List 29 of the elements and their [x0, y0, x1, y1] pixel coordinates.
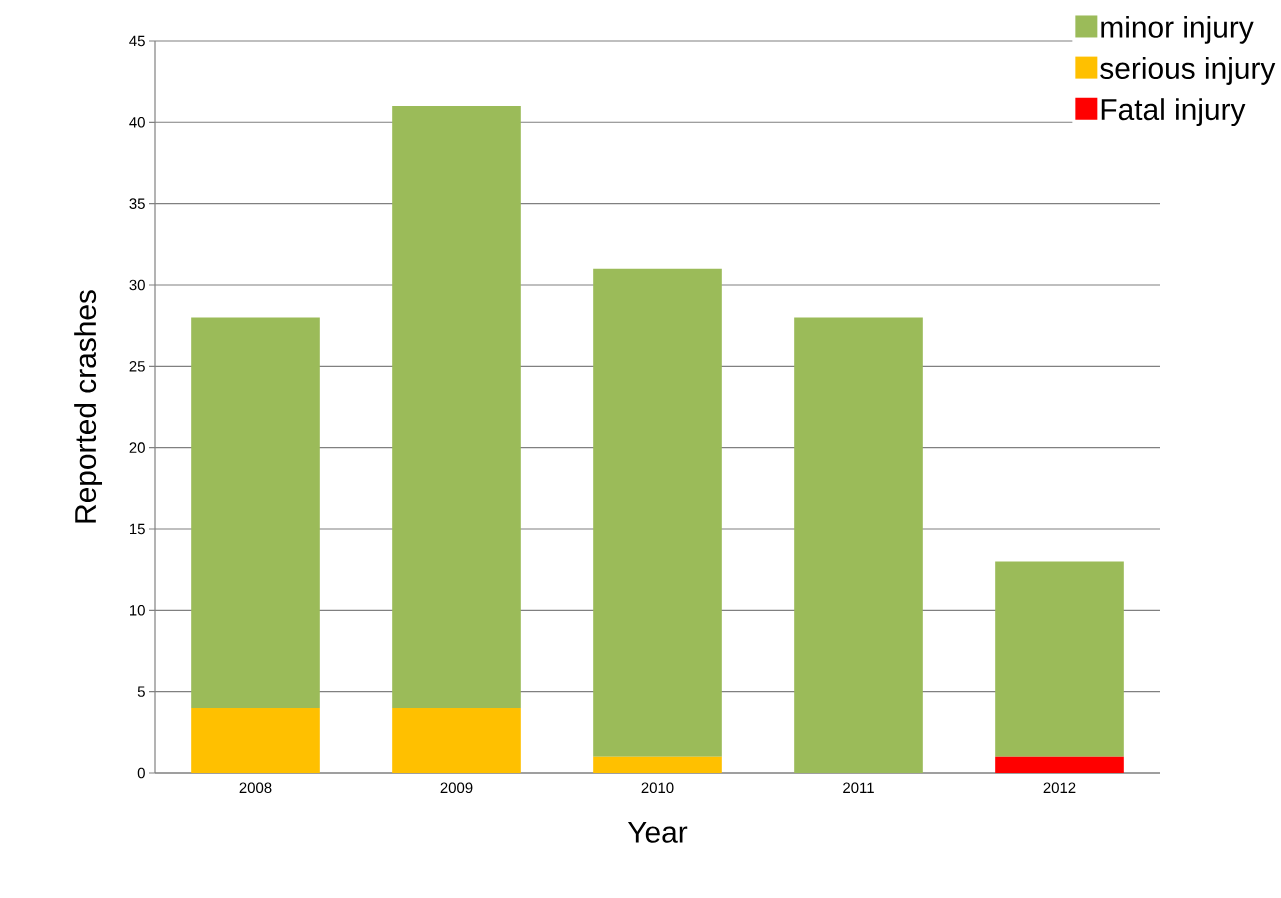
bar [392, 707, 521, 773]
y-tick-label: 20 [129, 442, 145, 453]
bar [392, 106, 521, 708]
y-tick-label: 40 [129, 117, 145, 128]
bar [995, 561, 1124, 757]
x-tick-label: 2008 [239, 782, 272, 794]
x-tick-label: 2012 [1043, 782, 1076, 794]
bar [191, 317, 320, 708]
y-tick-label: 15 [130, 523, 145, 535]
y-tick-label: 0 [137, 767, 145, 779]
bar [995, 756, 1124, 773]
bar [593, 756, 722, 773]
y-tick-label: 30 [129, 279, 145, 291]
y-tick-label: 45 [129, 35, 145, 47]
legend-label: minor injury [1101, 15, 1254, 44]
x-tick-label: 2010 [641, 782, 674, 794]
y-tick-label: 35 [129, 198, 145, 209]
x-axis-title: Year [627, 821, 688, 843]
x-tick-label: 2009 [440, 782, 473, 794]
y-tick-label: 10 [130, 605, 145, 616]
legend-label: serious injury [1100, 57, 1276, 85]
legend-label: Fatal injury [1101, 98, 1246, 127]
y-axis-title: Reported crashes [74, 290, 103, 523]
x-tick-label: 2011 [843, 782, 874, 794]
y-tick-label: 5 [137, 686, 145, 697]
bar [794, 317, 923, 773]
bar [191, 707, 320, 773]
y-tick-label: 25 [129, 361, 145, 372]
bar [593, 268, 722, 757]
